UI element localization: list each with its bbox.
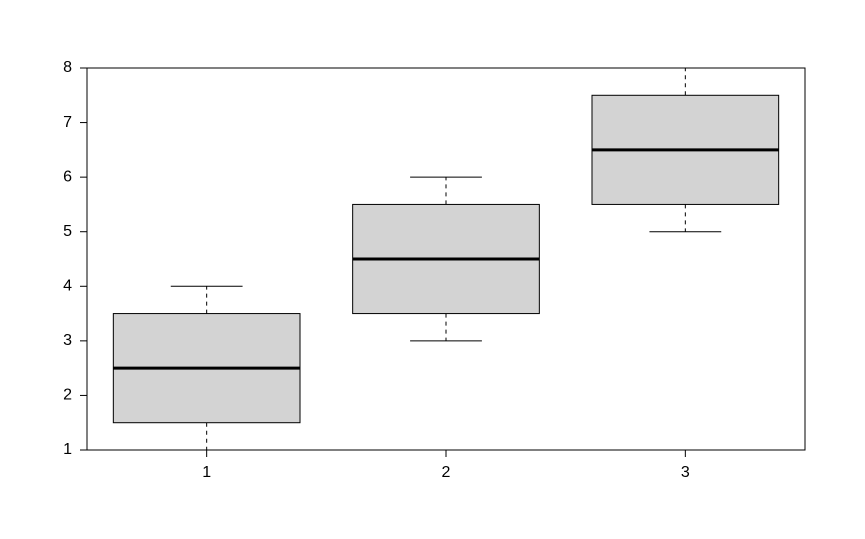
x-axis-tick-label: 2 (442, 464, 451, 481)
y-axis-tick-label: 6 (63, 168, 72, 185)
y-axis-tick-label: 7 (63, 114, 72, 131)
y-axis-tick-label: 2 (63, 387, 72, 404)
x-axis-tick-label: 1 (202, 464, 211, 481)
y-axis-tick-label: 5 (63, 223, 72, 240)
y-axis-tick-label: 8 (63, 59, 72, 76)
x-axis-tick-label: 3 (681, 464, 690, 481)
y-axis-tick-label: 1 (63, 441, 72, 458)
y-axis-tick-label: 3 (63, 332, 72, 349)
y-axis-tick-label: 4 (63, 278, 72, 295)
boxplot-chart: 1 2 3 4 5 6 7 8 1 2 3 (0, 0, 865, 539)
